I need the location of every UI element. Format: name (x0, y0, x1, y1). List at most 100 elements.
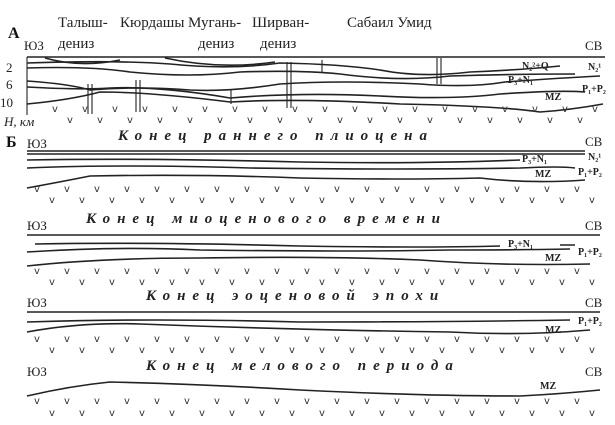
basement-mark: v (364, 396, 370, 407)
basement-mark: v (589, 277, 595, 288)
basement-mark: v (229, 277, 235, 288)
basement-mark: v (439, 345, 445, 356)
basement-mark: v (139, 277, 145, 288)
sec4-title: Конец мелового периода (145, 358, 460, 374)
basement-mark: v (364, 334, 370, 345)
basement-mark: v (154, 184, 160, 195)
basement-mark: v (259, 195, 265, 206)
basement-mark: v (349, 277, 355, 288)
sec1-label-n21: N₂¹ (588, 152, 601, 163)
basement-mark: v (139, 345, 145, 356)
basement-mark: v (589, 195, 595, 206)
basement-mark: v (394, 266, 400, 277)
basement-mark: v (322, 104, 328, 115)
basement-mark: v (49, 345, 55, 356)
sec4-label-mz: MZ (540, 381, 556, 392)
sec1-label-mz: MZ (535, 169, 551, 180)
basement-mark: v (589, 408, 595, 419)
basement-mark: v (64, 266, 70, 277)
basement-mark: v (442, 104, 448, 115)
basement-mark: v (64, 396, 70, 407)
basement-mark: v (319, 345, 325, 356)
basement-mark: v (574, 334, 580, 345)
basement-mark: v (574, 266, 580, 277)
basement-mark: v (262, 104, 268, 115)
basement-mark: v (334, 396, 340, 407)
basement-mark: v (394, 184, 400, 195)
sec3-label-mz: MZ (545, 325, 561, 336)
basement-mark: v (229, 345, 235, 356)
basement-mark: v (409, 195, 415, 206)
basement-mark: v (439, 408, 445, 419)
label-p1p2: P₁+P₂ (582, 84, 606, 95)
label-mz: MZ (545, 92, 561, 103)
basement-mark: v (184, 396, 190, 407)
sec1-title: Конец раннего плиоцена (117, 128, 434, 144)
basement-mark: v (529, 408, 535, 419)
basement-mark: v (259, 277, 265, 288)
basement-mark: v (319, 408, 325, 419)
sec2-sw: ЮЗ (27, 218, 47, 233)
basement-mark: v (124, 266, 130, 277)
basement-mark: v (247, 115, 253, 126)
basement-mark: v (424, 266, 430, 277)
basement-mark: v (379, 408, 385, 419)
basement-mark: v (397, 115, 403, 126)
basement-mark: v (454, 266, 460, 277)
basement-mark: v (187, 115, 193, 126)
basement-mark: v (172, 104, 178, 115)
basement-mark: v (289, 345, 295, 356)
basement-mark: v (79, 345, 85, 356)
basement-mark: v (424, 184, 430, 195)
basement-mark: v (34, 334, 40, 345)
basement-mark: v (529, 195, 535, 206)
sec2-label-p3n1: P₃+N₁ (508, 239, 533, 250)
basement-mark: v (352, 104, 358, 115)
basement-mark: v (49, 277, 55, 288)
ne-label: СВ (585, 38, 603, 53)
basement-mark: v (289, 408, 295, 419)
basement-mark: v (49, 408, 55, 419)
basement-mark: v (94, 184, 100, 195)
basement-mark: v (349, 408, 355, 419)
label-p3n1: P₃+N₁ (508, 75, 533, 86)
basement-mark: v (514, 266, 520, 277)
basement-mark: v (169, 345, 175, 356)
basement-mark: v (424, 334, 430, 345)
basement-mark: v (532, 104, 538, 115)
sec2-mz (26, 256, 591, 267)
basement-mark: v (169, 277, 175, 288)
horizon-p1p2 (26, 86, 586, 99)
sec1-label-p3n1: P₃+N₁ (522, 154, 547, 165)
basement-mark: v (79, 195, 85, 206)
basement-mark: v (94, 266, 100, 277)
basement-mark: v (337, 115, 343, 126)
basement-mark: v (289, 277, 295, 288)
basement-mark: v (529, 277, 535, 288)
basement-mark: v (154, 334, 160, 345)
sec3-sw: ЮЗ (27, 295, 47, 310)
basement-mark: v (214, 266, 220, 277)
basement-mark: v (304, 266, 310, 277)
basement-mark: v (439, 195, 445, 206)
basement-mark: v (34, 396, 40, 407)
basement-mark: v (367, 115, 373, 126)
panel-a-letter: А (8, 25, 20, 42)
sec1-sw: ЮЗ (27, 136, 47, 151)
basement-mark: v (244, 334, 250, 345)
faults (87, 58, 442, 114)
sec1-ne: СВ (585, 134, 603, 149)
basement-mark: v (469, 408, 475, 419)
basement-mark: v (244, 266, 250, 277)
basement-mark: v (127, 115, 133, 126)
basement-mark: v (142, 104, 148, 115)
basement-mark: v (82, 104, 88, 115)
basement-mark: v (184, 266, 190, 277)
basement-mark: v (469, 277, 475, 288)
basement-mark: v (502, 104, 508, 115)
basement-mark: v (277, 115, 283, 126)
basement-mark: v (199, 345, 205, 356)
basement-mark: v (484, 184, 490, 195)
